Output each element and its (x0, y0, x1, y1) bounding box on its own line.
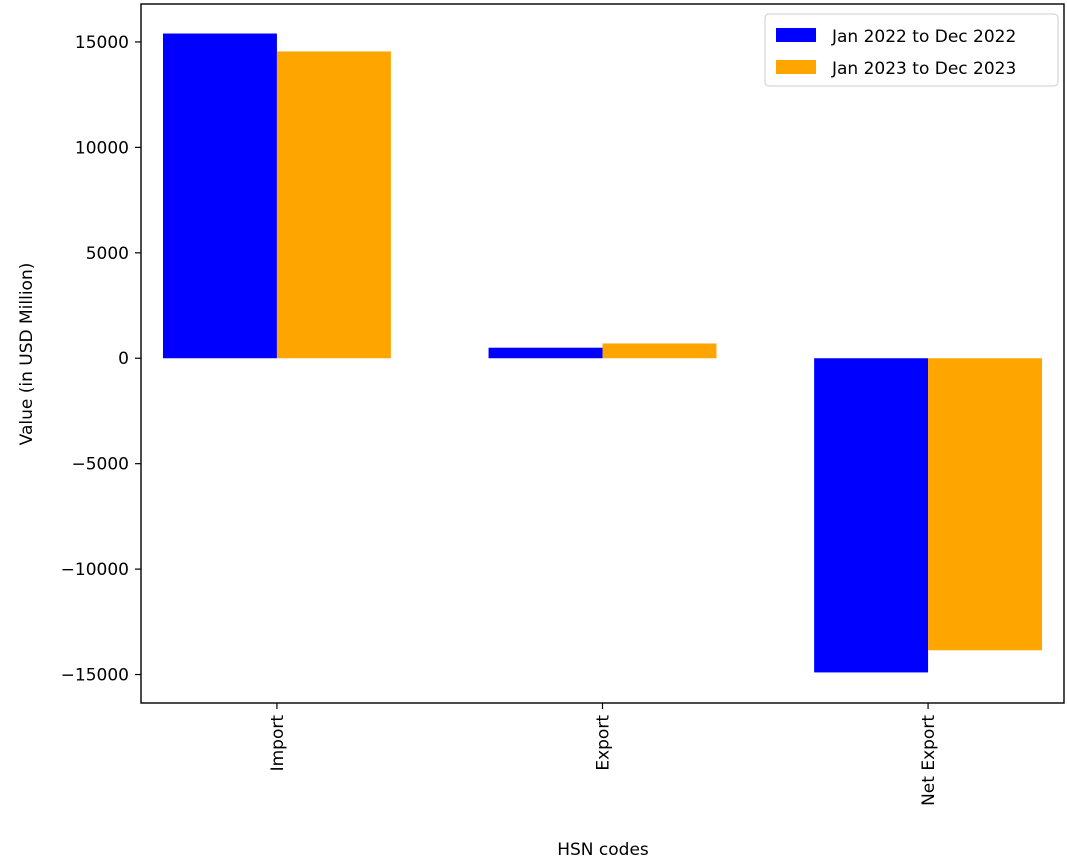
x-tick-label: Net Export (919, 715, 939, 806)
y-tick-label: −10000 (61, 560, 129, 580)
bar-import-2022 (162, 33, 277, 359)
bars-layer (162, 33, 1043, 673)
y-tick-label: −5000 (71, 455, 129, 475)
bar-net-export-2023 (928, 358, 1043, 651)
y-tick-label: 0 (118, 349, 129, 369)
x-tick-label: Export (594, 715, 614, 771)
bar-import-2023 (276, 51, 391, 359)
y-tick-label: −15000 (61, 666, 129, 686)
legend-label-2022: Jan 2022 to Dec 2022 (831, 27, 1016, 47)
legend-swatch-2023 (776, 60, 816, 74)
x-tick-label: Import (268, 715, 288, 772)
legend: Jan 2022 to Dec 2022 Jan 2023 to Dec 202… (764, 13, 1059, 87)
y-tick-label: 15000 (75, 33, 129, 53)
legend-box (764, 13, 1059, 87)
y-tick-label: 5000 (86, 244, 129, 264)
legend-swatch-2022 (776, 28, 816, 42)
x-axis-label: HSN codes (557, 840, 649, 860)
y-tick-label: 10000 (75, 138, 129, 158)
y-axis: 15000 10000 5000 0 −5000 −10000 −15000 (61, 33, 141, 686)
bar-export-2022 (488, 347, 603, 359)
bar-net-export-2022 (814, 358, 929, 673)
bar-export-2023 (602, 343, 717, 359)
legend-label-2023: Jan 2023 to Dec 2023 (831, 59, 1016, 79)
x-axis: Import Export Net Export (268, 703, 939, 806)
y-axis-label: Value (in USD Million) (17, 263, 37, 446)
